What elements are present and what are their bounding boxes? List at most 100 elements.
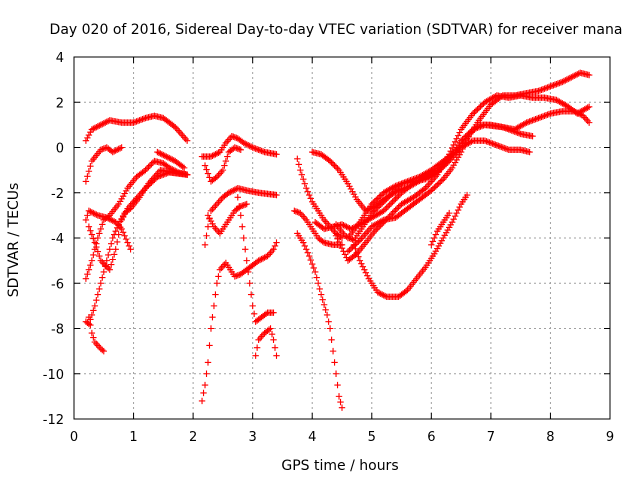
data-point-marker <box>237 212 244 219</box>
series-1 <box>82 144 125 185</box>
data-point-marker <box>545 83 553 91</box>
data-point-marker <box>233 272 240 280</box>
series-14 <box>252 325 280 359</box>
data-point-marker <box>106 266 113 273</box>
data-point-marker <box>381 217 389 224</box>
data-point-marker <box>112 246 119 253</box>
data-point-marker <box>396 181 404 188</box>
data-point-marker <box>471 108 478 116</box>
data-point-marker <box>96 122 103 129</box>
data-point-marker <box>262 310 270 317</box>
data-point-marker <box>154 148 161 156</box>
data-point-marker <box>358 260 365 267</box>
data-point-marker <box>209 313 216 321</box>
data-point-marker <box>90 334 97 341</box>
data-point-marker <box>164 154 171 161</box>
data-point-marker <box>413 174 420 182</box>
data-point-marker <box>243 200 250 208</box>
data-point-marker <box>137 116 145 123</box>
data-point-marker <box>515 130 523 137</box>
data-point-marker <box>571 72 578 80</box>
data-point-marker <box>379 220 386 227</box>
data-point-marker <box>544 111 551 118</box>
data-point-marker <box>547 83 554 90</box>
y-tick-label: -10 <box>43 368 64 383</box>
data-point-marker <box>145 163 152 171</box>
data-point-marker <box>91 210 99 218</box>
data-point-marker <box>568 74 575 81</box>
data-point-marker <box>392 182 399 190</box>
data-point-marker <box>392 206 399 214</box>
data-point-marker <box>304 249 311 256</box>
data-point-marker <box>332 232 340 239</box>
data-point-marker <box>565 75 572 83</box>
data-point-marker <box>474 106 481 113</box>
data-point-marker <box>233 144 240 152</box>
data-point-marker <box>529 132 536 140</box>
data-point-marker <box>542 112 550 119</box>
data-point-marker <box>93 123 100 131</box>
data-point-marker <box>99 274 106 281</box>
data-point-marker <box>585 119 593 126</box>
data-point-marker <box>457 148 465 156</box>
data-point-marker <box>541 85 548 92</box>
data-point-marker <box>572 71 579 79</box>
data-point-marker <box>97 257 104 264</box>
data-point-marker <box>373 196 380 204</box>
y-tick-label: -6 <box>51 277 64 292</box>
data-point-marker <box>267 325 274 332</box>
data-point-marker <box>85 207 93 215</box>
data-point-marker <box>376 193 383 201</box>
data-point-marker <box>551 81 559 88</box>
series-20 <box>332 137 533 244</box>
data-point-marker <box>335 238 343 246</box>
x-axis-label: GPS time / hours <box>281 458 398 474</box>
data-point-marker <box>157 150 164 157</box>
data-point-marker <box>428 187 435 194</box>
data-point-marker <box>166 154 173 162</box>
data-point-marker <box>446 209 453 217</box>
data-point-marker <box>255 257 262 264</box>
data-point-marker <box>454 206 462 214</box>
data-point-marker <box>102 119 109 126</box>
data-point-marker <box>108 240 115 247</box>
data-point-marker <box>368 200 375 208</box>
data-point-marker <box>554 80 562 87</box>
data-point-marker <box>337 241 344 249</box>
data-point-marker <box>414 174 422 181</box>
data-point-marker <box>206 215 213 222</box>
data-point-marker <box>224 153 231 160</box>
data-point-marker <box>319 238 326 245</box>
data-point-marker <box>493 142 501 149</box>
data-point-marker <box>201 162 209 169</box>
data-point-marker <box>334 381 341 389</box>
data-point-marker <box>486 139 493 146</box>
x-tick-label: 5 <box>368 430 376 445</box>
data-point-marker <box>111 251 118 258</box>
data-point-marker <box>585 103 593 110</box>
data-point-marker <box>242 201 249 208</box>
data-point-marker <box>521 120 529 127</box>
data-point-marker <box>380 207 387 215</box>
data-point-marker <box>326 157 334 165</box>
data-point-marker <box>82 178 90 185</box>
data-point-marker <box>312 268 319 276</box>
data-point-marker <box>344 224 352 231</box>
data-point-marker <box>387 191 395 198</box>
data-point-marker <box>340 221 347 229</box>
data-point-marker <box>273 191 280 199</box>
data-point-marker <box>212 174 219 182</box>
data-point-marker <box>353 249 361 256</box>
data-point-marker <box>252 145 259 152</box>
data-point-marker <box>313 274 320 281</box>
data-point-marker <box>535 87 542 95</box>
data-point-marker <box>359 263 367 270</box>
data-point-marker <box>124 239 131 246</box>
x-tick-label: 2 <box>189 430 197 445</box>
y-tick-label: -2 <box>51 187 64 202</box>
data-point-marker <box>253 145 261 153</box>
data-point-marker <box>459 145 466 153</box>
data-point-marker <box>462 139 469 147</box>
data-point-marker <box>527 117 535 125</box>
data-point-marker <box>88 231 96 238</box>
